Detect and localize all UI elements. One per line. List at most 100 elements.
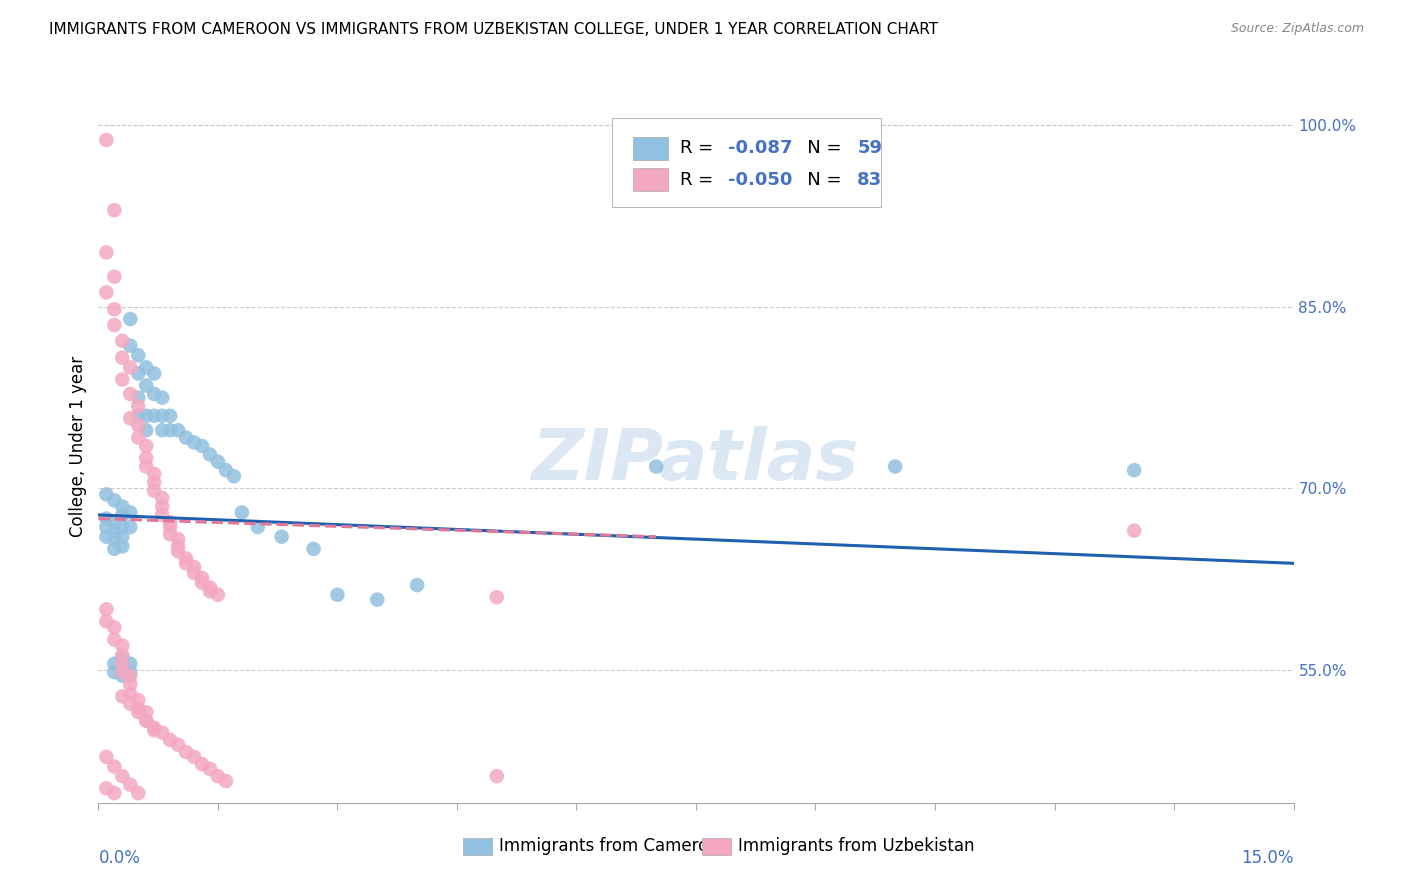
- Text: -0.050: -0.050: [728, 171, 793, 189]
- Point: [127, 409, 149, 423]
- FancyBboxPatch shape: [613, 118, 882, 207]
- Point: [143, 475, 166, 490]
- Point: [120, 687, 142, 701]
- Point: [191, 571, 214, 585]
- Point: [207, 769, 229, 783]
- Point: [485, 769, 508, 783]
- Point: [302, 541, 325, 556]
- Point: [174, 431, 197, 445]
- Point: [127, 367, 149, 381]
- Point: [103, 786, 125, 800]
- Point: [174, 551, 197, 566]
- Point: [120, 387, 142, 401]
- Point: [406, 578, 429, 592]
- Point: [150, 391, 173, 405]
- Point: [167, 544, 190, 558]
- Point: [135, 423, 157, 437]
- FancyBboxPatch shape: [633, 169, 668, 191]
- Point: [96, 749, 118, 764]
- FancyBboxPatch shape: [633, 137, 668, 160]
- Point: [111, 657, 134, 671]
- Point: [215, 774, 238, 789]
- Point: [111, 508, 134, 522]
- Point: [198, 584, 221, 599]
- Point: [174, 557, 197, 571]
- Point: [120, 778, 142, 792]
- Point: [207, 588, 229, 602]
- Point: [167, 540, 190, 554]
- Point: [485, 590, 508, 604]
- Text: -0.087: -0.087: [728, 139, 793, 157]
- Point: [96, 133, 118, 147]
- Point: [183, 560, 205, 574]
- Point: [159, 732, 181, 747]
- Point: [150, 423, 173, 437]
- Point: [135, 360, 157, 375]
- Point: [120, 338, 142, 352]
- Point: [198, 447, 221, 461]
- Point: [143, 367, 166, 381]
- Text: 15.0%: 15.0%: [1241, 849, 1294, 867]
- Point: [1123, 524, 1146, 538]
- Point: [127, 431, 149, 445]
- Point: [96, 285, 118, 300]
- Point: [120, 411, 142, 425]
- Point: [183, 749, 205, 764]
- Point: [159, 527, 181, 541]
- Point: [103, 203, 125, 218]
- Text: Immigrants from Cameroon: Immigrants from Cameroon: [499, 837, 728, 855]
- Point: [191, 757, 214, 772]
- Point: [111, 648, 134, 663]
- Point: [120, 506, 142, 520]
- Point: [96, 530, 118, 544]
- Point: [96, 245, 118, 260]
- Point: [111, 650, 134, 665]
- Point: [645, 459, 668, 474]
- Point: [127, 418, 149, 433]
- Point: [159, 515, 181, 529]
- Point: [111, 500, 134, 514]
- Point: [159, 423, 181, 437]
- Point: [103, 302, 125, 317]
- Point: [96, 511, 118, 525]
- Point: [135, 705, 157, 719]
- Point: [103, 532, 125, 546]
- Point: [366, 592, 388, 607]
- Point: [143, 723, 166, 738]
- Point: [143, 483, 166, 498]
- Point: [103, 657, 125, 671]
- Point: [111, 660, 134, 674]
- Point: [96, 781, 118, 796]
- Point: [167, 738, 190, 752]
- Point: [111, 540, 134, 554]
- Point: [96, 487, 118, 501]
- Point: [111, 520, 134, 534]
- Text: Immigrants from Uzbekistan: Immigrants from Uzbekistan: [738, 837, 974, 855]
- Text: R =: R =: [681, 139, 720, 157]
- Text: N =: N =: [790, 139, 848, 157]
- Point: [96, 520, 118, 534]
- Text: 59: 59: [858, 139, 883, 157]
- Point: [103, 269, 125, 284]
- Point: [215, 463, 238, 477]
- Text: 83: 83: [858, 171, 883, 189]
- Point: [120, 677, 142, 691]
- Point: [120, 669, 142, 683]
- Point: [111, 334, 134, 348]
- Point: [135, 459, 157, 474]
- Point: [135, 439, 157, 453]
- Text: IMMIGRANTS FROM CAMEROON VS IMMIGRANTS FROM UZBEKISTAN COLLEGE, UNDER 1 YEAR COR: IMMIGRANTS FROM CAMEROON VS IMMIGRANTS F…: [49, 22, 938, 37]
- Point: [120, 312, 142, 326]
- Point: [183, 435, 205, 450]
- Text: Source: ZipAtlas.com: Source: ZipAtlas.com: [1230, 22, 1364, 36]
- Point: [111, 372, 134, 386]
- FancyBboxPatch shape: [702, 838, 731, 855]
- Point: [150, 508, 173, 522]
- Text: ZIPatlas: ZIPatlas: [533, 425, 859, 495]
- Point: [103, 632, 125, 647]
- Point: [135, 409, 157, 423]
- Point: [143, 409, 166, 423]
- Point: [143, 721, 166, 735]
- Point: [127, 693, 149, 707]
- Point: [150, 491, 173, 505]
